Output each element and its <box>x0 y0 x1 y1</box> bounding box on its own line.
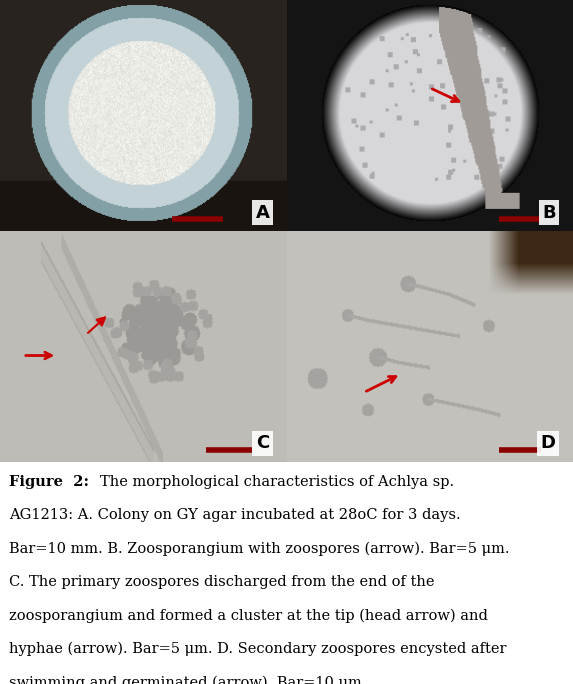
Text: D: D <box>541 434 556 453</box>
Text: C: C <box>256 434 269 453</box>
Text: C. The primary zoospores discharged from the end of the: C. The primary zoospores discharged from… <box>9 575 434 589</box>
Text: AG1213: A. Colony on GY agar incubated at 28oC for 3 days.: AG1213: A. Colony on GY agar incubated a… <box>9 508 460 523</box>
Text: swimming and germinated (arrow). Bar=10 μm.: swimming and germinated (arrow). Bar=10 … <box>9 675 366 684</box>
Text: zoosporangium and formed a cluster at the tip (head arrow) and: zoosporangium and formed a cluster at th… <box>9 609 488 623</box>
Text: Bar=10 mm. B. Zoosporangium with zoospores (arrow). Bar=5 μm.: Bar=10 mm. B. Zoosporangium with zoospor… <box>9 542 509 556</box>
Text: The morphological characteristics of Achlya sp.: The morphological characteristics of Ach… <box>100 475 454 489</box>
Text: A: A <box>256 204 269 222</box>
Text: B: B <box>542 204 556 222</box>
Text: hyphae (arrow). Bar=5 μm. D. Secondary zoospores encysted after: hyphae (arrow). Bar=5 μm. D. Secondary z… <box>9 642 506 657</box>
Text: Figure  2:: Figure 2: <box>9 475 89 489</box>
